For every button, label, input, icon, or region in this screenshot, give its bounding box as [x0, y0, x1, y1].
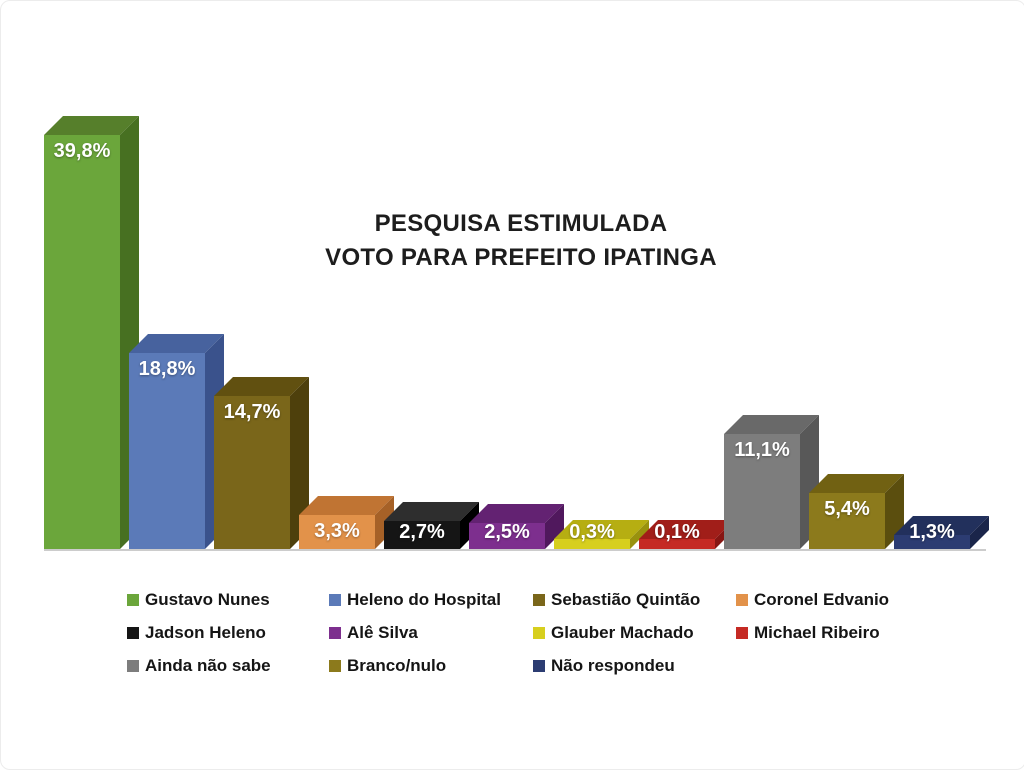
legend-label: Heleno do Hospital	[347, 590, 501, 609]
bar-value-label: 2,7%	[399, 521, 445, 543]
legend-label: Branco/nulo	[347, 656, 447, 675]
legend-swatch	[329, 627, 341, 639]
legend-swatch	[127, 594, 139, 606]
bar-branco-nulo: 5,4%	[809, 473, 904, 549]
legend-label: Alê Silva	[347, 623, 418, 642]
baseline-axis	[44, 549, 986, 551]
legend-swatch	[329, 660, 341, 672]
bar-value-label: 39,8%	[53, 140, 111, 163]
bar-value-label: 1,3%	[909, 521, 955, 544]
legend-swatch	[533, 660, 545, 672]
legend-item-gustavo-nunes: Gustavo Nunes	[127, 589, 329, 611]
legend-swatch	[736, 594, 748, 606]
legend-label: Ainda não sabe	[145, 656, 271, 675]
legend-item-sebastiao-quintao: Sebastião Quintão	[533, 589, 736, 611]
legend-swatch	[533, 594, 545, 606]
legend-label: Não respondeu	[551, 656, 675, 675]
legend-item-glauber-machado: Glauber Machado	[533, 622, 736, 644]
legend-item-nao-respondeu: Não respondeu	[533, 655, 736, 677]
legend-item-coronel-edvanio: Coronel Edvanio	[736, 589, 927, 611]
chart-title-line2: VOTO PARA PREFEITO IPATINGA	[325, 243, 717, 271]
bar-jadson-heleno: 2,7%	[384, 501, 479, 549]
legend-item-michael-ribeiro: Michael Ribeiro	[736, 622, 927, 644]
legend: Gustavo Nunes Heleno do Hospital Sebastião…	[127, 589, 927, 677]
legend-label: Michael Ribeiro	[754, 623, 880, 642]
bar-value-label: 5,4%	[824, 497, 870, 520]
bar-nao-respondeu: 1,3%	[894, 516, 989, 549]
legend-label: Glauber Machado	[551, 623, 694, 642]
legend-label: Jadson Heleno	[145, 623, 266, 642]
legend-label: Coronel Edvanio	[754, 590, 890, 609]
legend-label: Sebastião Quintão	[551, 590, 701, 609]
bar-ainda-nao-sabe: 11,1%	[724, 414, 819, 549]
chart-title-line1: PESQUISA ESTIMULADA	[374, 210, 668, 237]
bar-ale-silva: 2,5%	[469, 504, 564, 549]
legend-swatch	[736, 627, 748, 639]
bar-gustavo-nunes: 39,8%	[44, 116, 139, 549]
bar-glauber-machado: 0,3%	[554, 520, 649, 549]
bar-michael-ribeiro: 0,1%	[639, 520, 734, 549]
bar-value-label: 0,1%	[654, 521, 700, 543]
legend-label: Gustavo Nunes	[145, 590, 270, 609]
bar-value-label: 0,3%	[569, 521, 615, 543]
bar-value-label: 3,3%	[314, 519, 360, 542]
bar-value-label: 14,7%	[223, 401, 281, 424]
legend-swatch	[127, 627, 139, 639]
legend-item-heleno-do-hospital: Heleno do Hospital	[329, 589, 533, 611]
legend-item-jadson-heleno: Jadson Heleno	[127, 622, 329, 644]
bar-coronel-edvanio: 3,3%	[299, 495, 394, 549]
legend-swatch	[329, 594, 341, 606]
bar-value-label: 18,8%	[138, 358, 196, 381]
bar-heleno-do-hospital: 18,8%	[129, 334, 224, 549]
bar-value-label: 11,1%	[734, 438, 790, 461]
plot-area: 39,8% 18,8% 14,7% 3,3% 2,7% 2,5% 0,3% 0,1% 11,1%…	[36, 61, 996, 551]
legend-item-ale-silva: Alê Silva	[329, 622, 533, 644]
bar-value-label: 2,5%	[484, 521, 530, 543]
chart-title: PESQUISA ESTIMULADA VOTO PARA PREFEITO I…	[291, 207, 751, 274]
legend-item-branco-nulo: Branco/nulo	[329, 655, 533, 677]
bar-sebastiao-quintao: 14,7%	[214, 377, 309, 549]
legend-swatch	[533, 627, 545, 639]
legend-item-ainda-nao-sabe: Ainda não sabe	[127, 655, 329, 677]
legend-swatch	[127, 660, 139, 672]
